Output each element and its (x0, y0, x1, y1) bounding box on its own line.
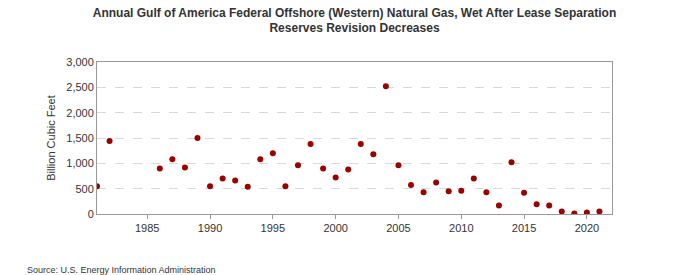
svg-text:3,000: 3,000 (66, 56, 94, 68)
svg-text:2000: 2000 (323, 222, 347, 234)
svg-text:1990: 1990 (198, 222, 222, 234)
svg-text:1985: 1985 (135, 222, 159, 234)
svg-text:1,500: 1,500 (66, 132, 94, 144)
svg-text:2020: 2020 (575, 222, 599, 234)
svg-text:2,000: 2,000 (66, 107, 94, 119)
svg-text:0: 0 (88, 208, 94, 220)
svg-text:Annual Gulf of America Federal: Annual Gulf of America Federal Offshore … (93, 6, 616, 36)
svg-text:1,000: 1,000 (66, 157, 94, 169)
svg-text:2,500: 2,500 (66, 81, 94, 93)
svg-text:1995: 1995 (261, 222, 285, 234)
svg-text:2010: 2010 (449, 222, 473, 234)
svg-text:500: 500 (75, 183, 93, 195)
svg-text:2015: 2015 (512, 222, 536, 234)
svg-text:Billion Cubic Feet: Billion Cubic Feet (45, 95, 57, 181)
svg-text:Source: U.S. Energy Informatio: Source: U.S. Energy Information Administ… (27, 265, 216, 275)
svg-text:2005: 2005 (386, 222, 410, 234)
